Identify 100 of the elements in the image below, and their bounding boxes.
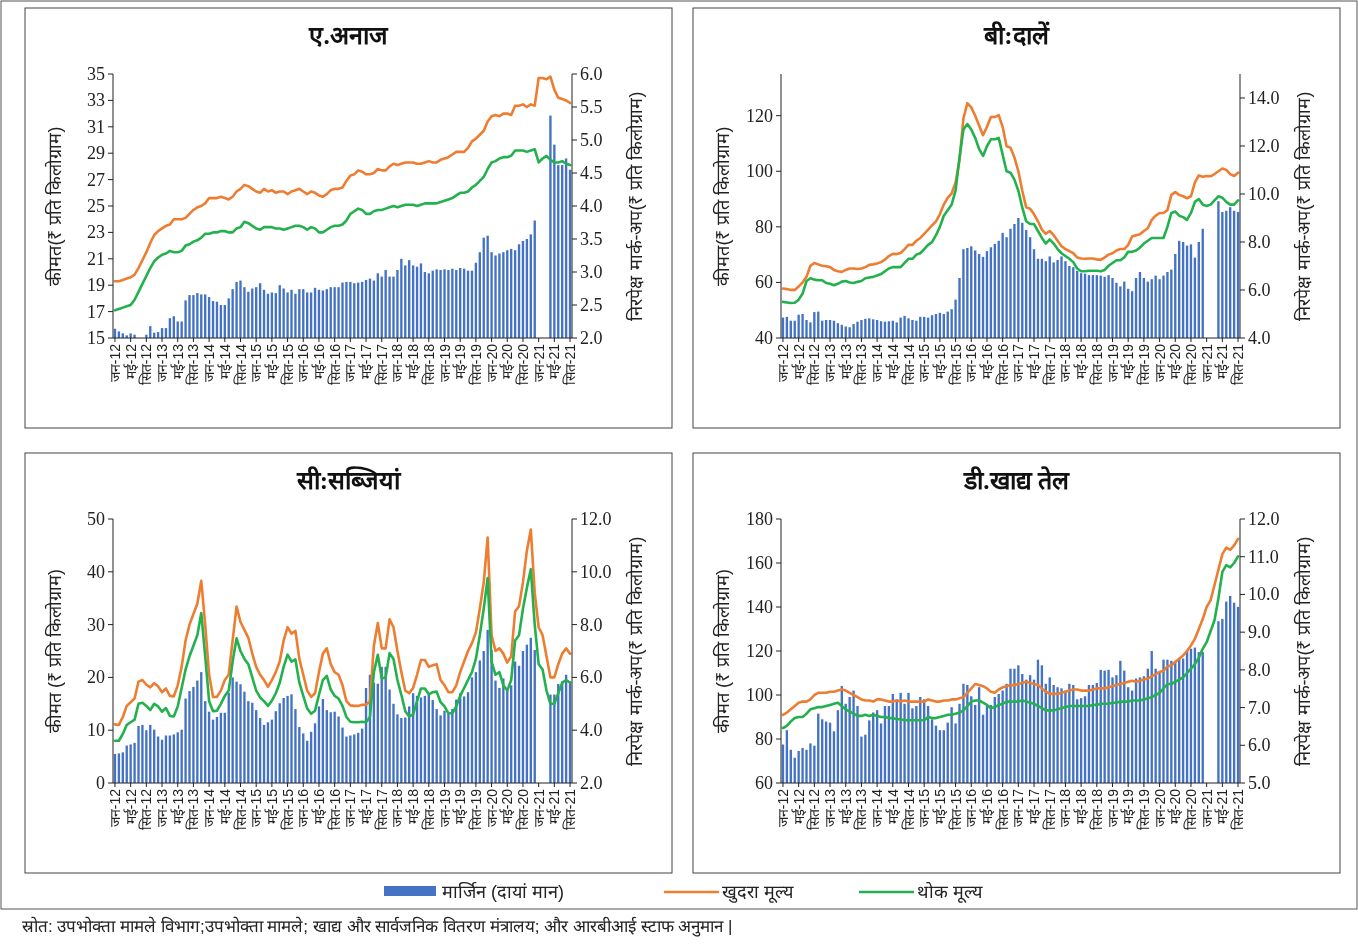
x-tick-label: जन-18 (1057, 343, 1074, 383)
y2-tick-label: 2.5 (580, 295, 603, 315)
y-axis-title: कीमत (₹ प्रति किलोग्राम) (712, 569, 733, 733)
x-tick-label: मई-16 (310, 788, 327, 825)
x-tick-label: मई-15 (931, 788, 948, 825)
x-tick-label: जन-20 (483, 343, 500, 383)
chart-title: बी:दालें (983, 21, 1050, 49)
x-tick-label: जन-14 (869, 343, 886, 383)
x-tick-label: सित-15 (279, 788, 296, 831)
y2-axis-title: निरपेक्ष मार्क-अप(₹ प्रति किलोग्राम) (625, 536, 646, 766)
x-tick-label: जन-20 (483, 788, 500, 828)
y-tick-label: 10 (87, 720, 105, 741)
x-tick-label: मई-16 (978, 343, 995, 380)
x-tick-label: जन-21 (1198, 788, 1215, 828)
y-tick-label: 100 (746, 685, 773, 705)
y2-tick-label: 5.5 (580, 97, 603, 117)
x-tick-label: जन-19 (1104, 788, 1121, 828)
x-tick-label: मई-13 (837, 788, 854, 825)
x-tick-label: जन-17 (342, 343, 359, 383)
x-tick-label: जन-14 (201, 788, 218, 828)
x-tick-label: सित-12 (138, 343, 155, 386)
x-tick-label: सित-20 (1182, 788, 1199, 831)
y2-tick-label: 4.0 (580, 720, 603, 741)
y2-tick-label: 12.0 (580, 509, 612, 529)
y-tick-label: 140 (746, 597, 773, 617)
x-tick-label: मई-19 (452, 343, 469, 380)
y2-tick-label: 6.0 (1248, 280, 1271, 300)
x-tick-label: जन-21 (1198, 343, 1215, 383)
x-tick-label: सित-16 (994, 343, 1011, 386)
x-tick-label: जन-12 (106, 343, 123, 383)
y-tick-label: 29 (87, 143, 105, 164)
x-tick-label: मई-16 (310, 343, 327, 380)
y2-tick-label: 2.0 (580, 773, 603, 793)
x-tick-label: मई-16 (978, 788, 995, 825)
x-tick-label: सित-21 (562, 788, 579, 831)
x-tick-label: मई-12 (122, 788, 139, 825)
y2-axis-title: निरपेक्ष मार्क-अप(₹ प्रति किलोग्राम) (1293, 536, 1314, 766)
y2-tick-label: 5.0 (1248, 773, 1271, 793)
y2-tick-label: 7.0 (1248, 697, 1271, 718)
x-tick-label: सित-14 (900, 343, 917, 386)
y-tick-label: 40 (87, 561, 105, 582)
x-tick-label: सित-15 (947, 343, 964, 386)
x-tick-label: जन-15 (916, 788, 933, 828)
x-tick-label: जन-17 (1010, 788, 1027, 828)
x-tick-label: जन-12 (774, 788, 791, 828)
y-tick-label: 160 (746, 553, 773, 573)
x-tick-label: सित-14 (232, 343, 249, 386)
y-tick-label: 120 (746, 641, 773, 661)
line-series (113, 75, 572, 283)
y-tick-label: 60 (755, 272, 773, 293)
y2-tick-label: 10.0 (1248, 584, 1280, 605)
x-tick-label: मई-17 (1026, 343, 1043, 380)
x-tick-label: सित-21 (1230, 788, 1247, 831)
x-tick-label: जन-16 (963, 788, 980, 828)
y2-tick-label: 8.0 (1248, 659, 1271, 680)
y2-tick-label: 10.0 (1248, 184, 1280, 204)
x-tick-label: मई-13 (169, 788, 186, 825)
y2-tick-label: 5.0 (580, 130, 603, 150)
x-tick-label: जन-16 (963, 343, 980, 383)
chart-title: सी:सब्जियां (295, 466, 403, 494)
line-series (781, 537, 1240, 717)
x-tick-label: सित-12 (138, 788, 155, 831)
y-tick-label: 180 (746, 509, 773, 529)
x-tick-label: जन-13 (154, 343, 171, 383)
line-series (113, 567, 572, 743)
y-tick-label: 80 (755, 216, 773, 237)
x-tick-label: सित-19 (467, 788, 484, 831)
y-tick-label: 120 (746, 105, 773, 126)
x-tick-label: मई-18 (1073, 343, 1090, 380)
x-tick-label: मई-17 (358, 788, 375, 825)
x-tick-label: जन-18 (389, 343, 406, 383)
x-tick-label: जन-13 (822, 788, 839, 828)
x-tick-label: मई-15 (263, 343, 280, 380)
legend-label: थोक मूल्य (917, 881, 983, 903)
x-tick-label: सित-19 (1135, 788, 1152, 831)
y-tick-label: 40 (755, 328, 773, 348)
x-tick-label: सित-17 (1041, 343, 1058, 386)
x-tick-label: सित-18 (1088, 343, 1105, 386)
y2-tick-label: 11.0 (1248, 546, 1279, 567)
x-tick-label: मई-13 (837, 343, 854, 380)
line-series (113, 528, 572, 727)
y2-tick-label: 14.0 (1248, 88, 1280, 108)
x-tick-label: जन-15 (248, 788, 265, 828)
x-tick-label: जन-12 (774, 343, 791, 383)
text: स्रोत: उपभोक्ता मामले विभाग;उपभोक्ता मामले; खाद्य और सार्वजनिक वितरण मंत्रालय; और आरबीआई स्टाफ अनुमान | (22, 916, 733, 937)
x-tick-label: सित-12 (806, 343, 823, 386)
x-tick-label: मई-20 (1167, 343, 1184, 380)
x-tick-label: सित-13 (853, 788, 870, 831)
x-tick-label: सित-16 (326, 343, 343, 386)
y-tick-label: 60 (755, 773, 773, 793)
x-tick-label: जन-19 (1104, 343, 1121, 383)
y2-tick-label: 4.0 (1248, 328, 1271, 348)
x-tick-label: जन-20 (1151, 343, 1168, 383)
x-tick-label: मई-21 (1214, 788, 1231, 825)
x-tick-label: जन-20 (1151, 788, 1168, 828)
legend-label: खुदरा मूल्य (722, 882, 794, 903)
legend-label: मार्जिन (दायां मान) (442, 881, 564, 902)
y-tick-label: 20 (87, 667, 105, 688)
y2-tick-label: 4.0 (580, 196, 603, 216)
x-tick-label: मई-19 (452, 788, 469, 825)
